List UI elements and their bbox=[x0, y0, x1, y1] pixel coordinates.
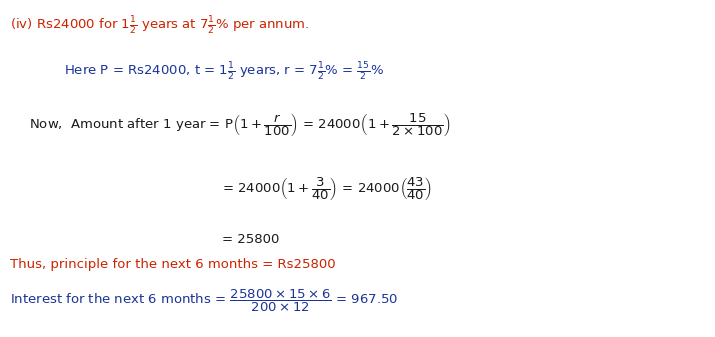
Text: Here P = Rs24000, t = 1$\frac{1}{2}$ years, r = 7$\frac{1}{2}$% = $\frac{15}{2}$: Here P = Rs24000, t = 1$\frac{1}{2}$ yea… bbox=[64, 61, 385, 83]
Text: (iv) Rs24000 for 1$\frac{1}{2}$ years at 7$\frac{1}{2}$% per annum.: (iv) Rs24000 for 1$\frac{1}{2}$ years at… bbox=[10, 15, 310, 37]
Text: = 25800: = 25800 bbox=[222, 233, 279, 246]
Text: = 24000$\left(1+\dfrac{3}{40}\right)$ = 24000$\left(\dfrac{43}{40}\right)$: = 24000$\left(1+\dfrac{3}{40}\right)$ = … bbox=[222, 175, 432, 202]
Text: Now,  Amount after 1 year = P$\left(1+\dfrac{r}{100}\right)$ = 24000$\left(1+\df: Now, Amount after 1 year = P$\left(1+\df… bbox=[29, 111, 450, 138]
Text: Thus, principle for the next 6 months = Rs25800: Thus, principle for the next 6 months = … bbox=[10, 258, 335, 271]
Text: Interest for the next 6 months = $\dfrac{25800\times15\times6}{200\times12}$ = 9: Interest for the next 6 months = $\dfrac… bbox=[10, 288, 398, 314]
